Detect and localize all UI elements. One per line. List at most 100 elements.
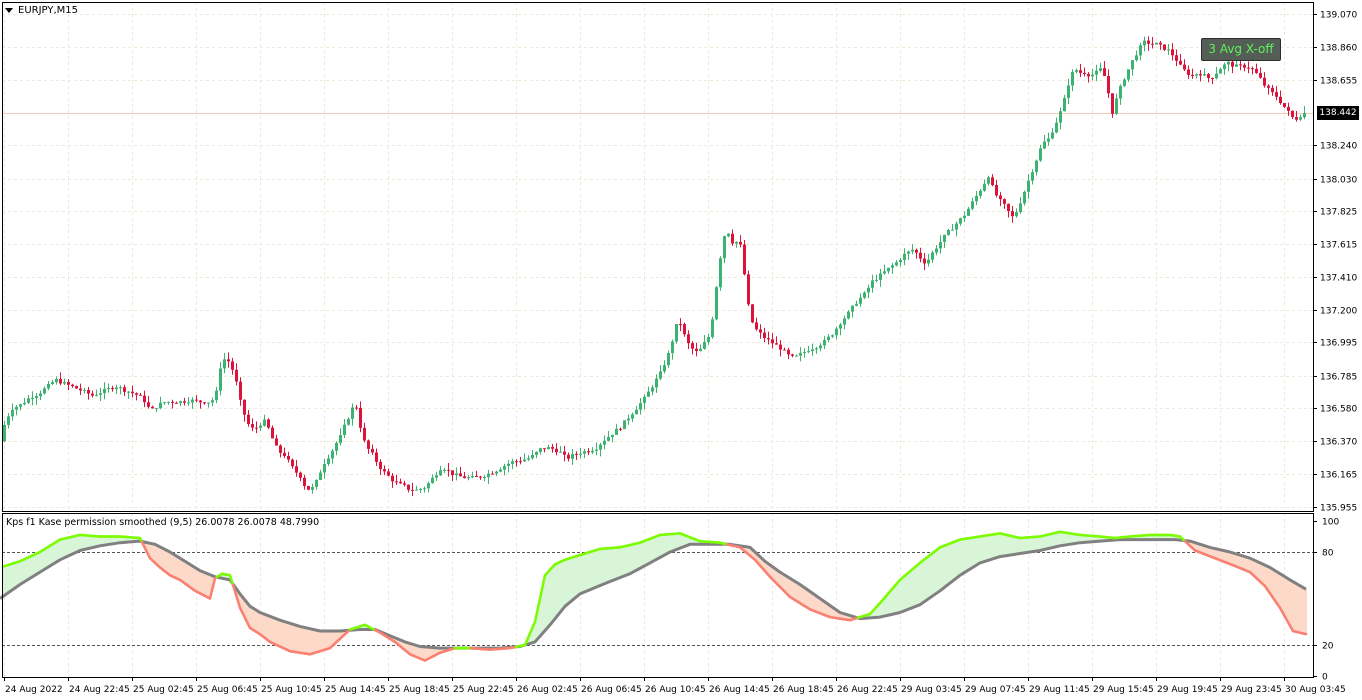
candle-body xyxy=(759,329,762,333)
candle-body xyxy=(967,208,970,216)
candle-body xyxy=(431,477,434,484)
candle-body xyxy=(1279,96,1282,104)
candle-body xyxy=(831,335,834,337)
candle-body xyxy=(199,400,202,403)
candle-body xyxy=(1123,79,1126,86)
candle-body xyxy=(391,475,394,482)
candle-body xyxy=(1103,68,1106,77)
symbol-menu-arrow-icon[interactable] xyxy=(5,8,13,13)
candle-body xyxy=(319,472,322,480)
candle-body xyxy=(855,303,858,306)
candle-body xyxy=(99,393,102,395)
candle-body xyxy=(867,287,870,293)
candle-body xyxy=(983,183,986,191)
candle-body xyxy=(467,477,470,479)
candle-body xyxy=(1131,60,1134,70)
candle-body xyxy=(1303,113,1306,118)
candle-body xyxy=(327,458,330,465)
candle-body xyxy=(995,185,998,196)
candle-body xyxy=(823,340,826,346)
candle-body xyxy=(635,409,638,415)
candle-body xyxy=(415,489,418,491)
candle-body xyxy=(803,352,806,354)
candle-body xyxy=(1143,40,1146,46)
candle-body xyxy=(363,427,366,441)
candle-body xyxy=(1119,85,1122,99)
indicator-tick-label: 100 xyxy=(1322,518,1339,528)
candle-body xyxy=(1107,76,1110,94)
candle-body xyxy=(307,485,310,490)
candle-body xyxy=(579,453,582,455)
candle-body xyxy=(1039,148,1042,161)
indicator-title[interactable]: Kps f1 Kase permission smoothed (9,5) 26… xyxy=(6,517,320,528)
candle-body xyxy=(1255,68,1258,73)
candle-body xyxy=(1195,74,1198,76)
candle-body xyxy=(1219,69,1222,74)
candle-body xyxy=(139,394,142,396)
candle-body xyxy=(1047,138,1050,142)
candle-body xyxy=(51,382,54,385)
candle-body xyxy=(91,393,94,396)
candle-body xyxy=(271,427,274,439)
candle-body xyxy=(875,279,878,281)
time-tick-label: 25 Aug 22:45 xyxy=(453,685,514,695)
candle-body xyxy=(947,230,950,235)
candle-body xyxy=(895,262,898,266)
time-tick-label: 26 Aug 18:45 xyxy=(773,685,834,695)
candle-body xyxy=(559,451,562,453)
candle-body xyxy=(235,369,238,382)
candle-body xyxy=(675,324,678,342)
candle-body xyxy=(203,402,206,404)
candle-body xyxy=(1287,106,1290,111)
candle-body xyxy=(1167,49,1170,51)
candle-body xyxy=(651,387,654,392)
candle-body xyxy=(123,387,126,392)
candle-body xyxy=(1183,64,1186,70)
price-tick-label: 137.410 xyxy=(1320,274,1357,284)
candle-body xyxy=(615,428,618,435)
candle-body xyxy=(575,453,578,455)
time-axis: 24 Aug 2022 24 Aug 22:45 25 Aug 02:45 25 Au… xyxy=(4,677,1346,695)
candle-body xyxy=(1203,74,1206,76)
candle-body xyxy=(1251,68,1254,70)
candle-body xyxy=(1199,74,1202,76)
candle-body xyxy=(219,368,222,391)
candle-body xyxy=(483,477,486,479)
alert-label-box[interactable]: 3 Avg X-off xyxy=(1201,38,1281,61)
candle-body xyxy=(23,402,26,405)
candle-body xyxy=(87,390,90,394)
candle-body xyxy=(599,444,602,450)
time-tick-label: 25 Aug 10:45 xyxy=(261,685,322,695)
candle-body xyxy=(819,345,822,349)
candle-body xyxy=(1051,132,1054,139)
candle-body xyxy=(455,473,458,476)
candle-body xyxy=(775,343,778,345)
candle-body xyxy=(779,344,782,350)
indicator-tick-label: 0 xyxy=(1322,673,1328,683)
candle-body xyxy=(627,418,630,421)
candle-body xyxy=(535,451,538,455)
chart-symbol-title[interactable]: EURJPY,M15 xyxy=(18,5,78,16)
candle-body xyxy=(487,473,490,478)
time-tick-label: 25 Aug 18:45 xyxy=(389,685,450,695)
candle-body xyxy=(1231,61,1234,67)
candle-body xyxy=(75,386,78,389)
candle-body xyxy=(195,399,198,401)
candle-body xyxy=(1299,117,1302,120)
candle-body xyxy=(691,343,694,349)
candle-body xyxy=(723,236,726,259)
candle-body xyxy=(63,382,66,384)
candle-body xyxy=(1163,44,1166,50)
candle-body xyxy=(1147,40,1150,44)
time-tick-label: 29 Aug 15:45 xyxy=(1093,685,1154,695)
candle-body xyxy=(1055,122,1058,133)
candle-body xyxy=(15,406,18,410)
candle-body xyxy=(1215,73,1218,79)
candle-body xyxy=(339,435,342,443)
candle-body xyxy=(39,393,42,397)
candle-body xyxy=(1023,191,1026,204)
candle-body xyxy=(1275,92,1278,97)
candle-body xyxy=(1079,70,1082,73)
candle-body xyxy=(863,292,866,298)
